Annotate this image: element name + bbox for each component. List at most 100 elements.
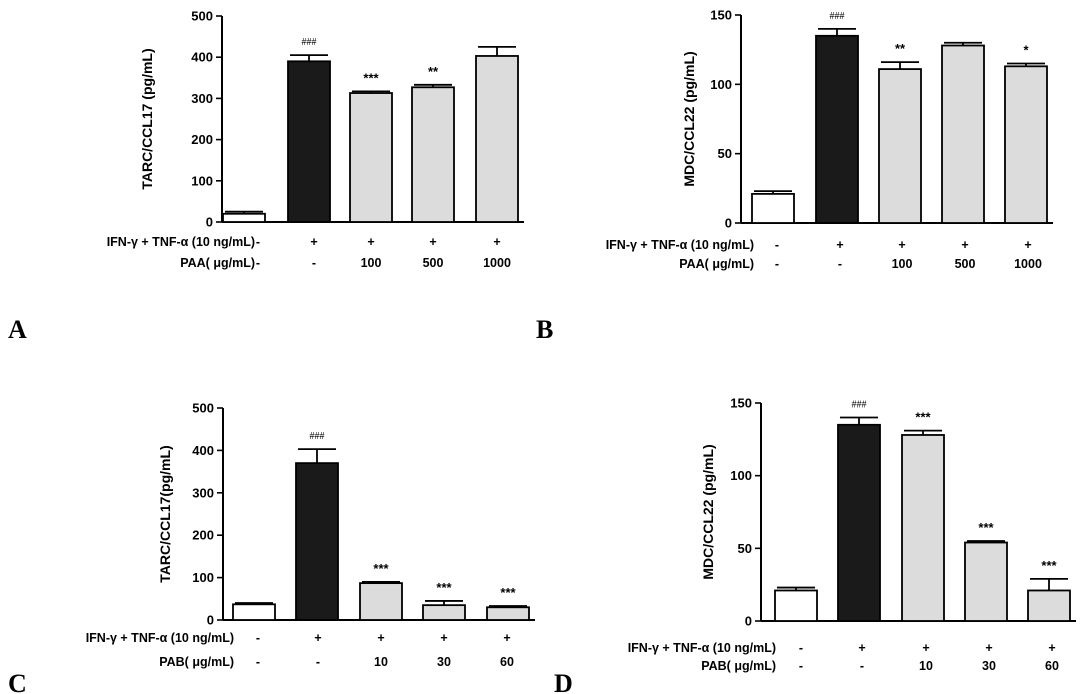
concentration-value: 10 <box>374 655 388 669</box>
panel-letter: A <box>8 315 27 344</box>
treatment-row-label: IFN-γ + TNF-α (10 ng/mL) <box>628 641 776 655</box>
treatment-row-label: IFN-γ + TNF-α (10 ng/mL) <box>107 235 255 249</box>
y-axis-label: TARC/CCL17(pg/mL) <box>157 445 173 582</box>
bar-pab-60 <box>1027 589 1071 622</box>
y-tick-label: 300 <box>192 485 214 500</box>
concentration-value: - <box>316 655 320 669</box>
concentration-value: - <box>775 257 779 271</box>
significance-mark: *** <box>363 70 379 85</box>
concentration-value: - <box>312 256 316 270</box>
y-tick-label: 100 <box>192 570 214 585</box>
significance-mark: *** <box>915 410 931 425</box>
bar-paa-500 <box>941 44 985 224</box>
treatment-sign: + <box>836 238 843 252</box>
bar-stimulated <box>287 60 331 223</box>
treatment-sign: + <box>310 235 317 249</box>
treatment-sign: + <box>961 238 968 252</box>
bar-stimulated <box>815 34 859 224</box>
bar-stimulated <box>837 423 881 622</box>
treatment-sign: + <box>1024 238 1031 252</box>
treatment-sign: + <box>858 641 865 655</box>
y-tick-label: 100 <box>191 173 213 188</box>
concentration-value: 10 <box>919 659 933 673</box>
concentration-value: 1000 <box>483 256 511 270</box>
significance-mark: *** <box>436 580 452 595</box>
treatment-sign: + <box>314 631 321 645</box>
significance-mark: *** <box>500 585 516 600</box>
significance-mark: ** <box>895 41 906 56</box>
concentration-value: 500 <box>423 256 444 270</box>
bar-control <box>222 212 266 223</box>
y-tick-label: 400 <box>191 50 213 65</box>
treatment-sign: + <box>440 631 447 645</box>
concentration-value: - <box>838 257 842 271</box>
y-tick-label: 0 <box>725 216 732 231</box>
concentration-row-label: PAA( μg/mL) <box>679 257 754 271</box>
treatment-sign: + <box>898 238 905 252</box>
panel-C: 0 100 200 300 400 500 TARC/CCL17(pg/mL) ### *** *… <box>8 401 535 694</box>
treatment-sign: + <box>503 631 510 645</box>
y-tick-label: 50 <box>718 146 732 161</box>
y-tick-label: 150 <box>710 8 732 23</box>
bar-pab-60 <box>486 606 530 621</box>
y-tick-label: 0 <box>207 613 214 628</box>
panel-D: 0 50 100 150 MDC/CCL22 (pg/mL) ### *** *** *** IF… <box>554 396 1076 694</box>
y-axis-label: MDC/CCL22 (pg/mL) <box>681 51 697 186</box>
concentration-value: 30 <box>437 655 451 669</box>
treatment-sign: + <box>367 235 374 249</box>
y-tick-label: 0 <box>745 614 752 629</box>
concentration-value: 1000 <box>1014 257 1042 271</box>
treatment-row-label: IFN-γ + TNF-α (10 ng/mL) <box>86 631 234 645</box>
treatment-sign: - <box>256 235 260 249</box>
treatment-sign: + <box>429 235 436 249</box>
y-tick-label: 500 <box>192 401 214 416</box>
y-tick-label: 50 <box>738 541 752 556</box>
concentration-value: - <box>799 659 803 673</box>
concentration-value: 500 <box>955 257 976 271</box>
treatment-sign: + <box>985 641 992 655</box>
treatment-sign: - <box>799 641 803 655</box>
significance-mark: ### <box>852 400 867 411</box>
panel-letter: D <box>554 669 573 694</box>
y-tick-label: 100 <box>710 77 732 92</box>
bar-control <box>232 603 276 621</box>
bar-paa-100 <box>878 68 922 224</box>
y-tick-label: 500 <box>191 9 213 24</box>
concentration-value: 60 <box>500 655 514 669</box>
treatment-sign: - <box>256 631 260 645</box>
treatment-sign: + <box>377 631 384 645</box>
y-axis-label: MDC/CCL22 (pg/mL) <box>700 444 716 579</box>
significance-mark: ### <box>302 37 317 48</box>
bar-paa-500 <box>411 86 455 223</box>
significance-mark: *** <box>373 561 389 576</box>
concentration-row-label: PAA( μg/mL) <box>180 256 255 270</box>
concentration-value: 60 <box>1045 659 1059 673</box>
bar-pab-10 <box>359 582 403 621</box>
concentration-row-label: PAB( μg/mL) <box>159 655 234 669</box>
y-tick-label: 300 <box>191 91 213 106</box>
y-tick-label: 400 <box>192 443 214 458</box>
y-tick-label: 0 <box>206 215 213 230</box>
significance-mark: *** <box>978 520 994 535</box>
y-tick-label: 100 <box>730 468 752 483</box>
concentration-value: - <box>256 655 260 669</box>
significance-mark: ** <box>428 64 439 79</box>
y-axis-label: TARC/CCL17 (pg/mL) <box>139 48 155 189</box>
concentration-value: 30 <box>982 659 996 673</box>
concentration-value: - <box>860 659 864 673</box>
concentration-value: 100 <box>361 256 382 270</box>
treatment-sign: + <box>1048 641 1055 655</box>
bar-pab-30 <box>422 604 466 621</box>
y-tick-label: 200 <box>192 528 214 543</box>
significance-mark: ### <box>830 11 845 22</box>
bar-paa-1000 <box>1004 65 1048 224</box>
bar-paa-1000 <box>475 55 519 223</box>
bar-control <box>751 192 795 224</box>
y-tick-label: 200 <box>191 132 213 147</box>
y-tick-label: 150 <box>730 396 752 411</box>
bar-paa-100 <box>349 92 393 223</box>
bar-pab-10 <box>901 434 945 622</box>
